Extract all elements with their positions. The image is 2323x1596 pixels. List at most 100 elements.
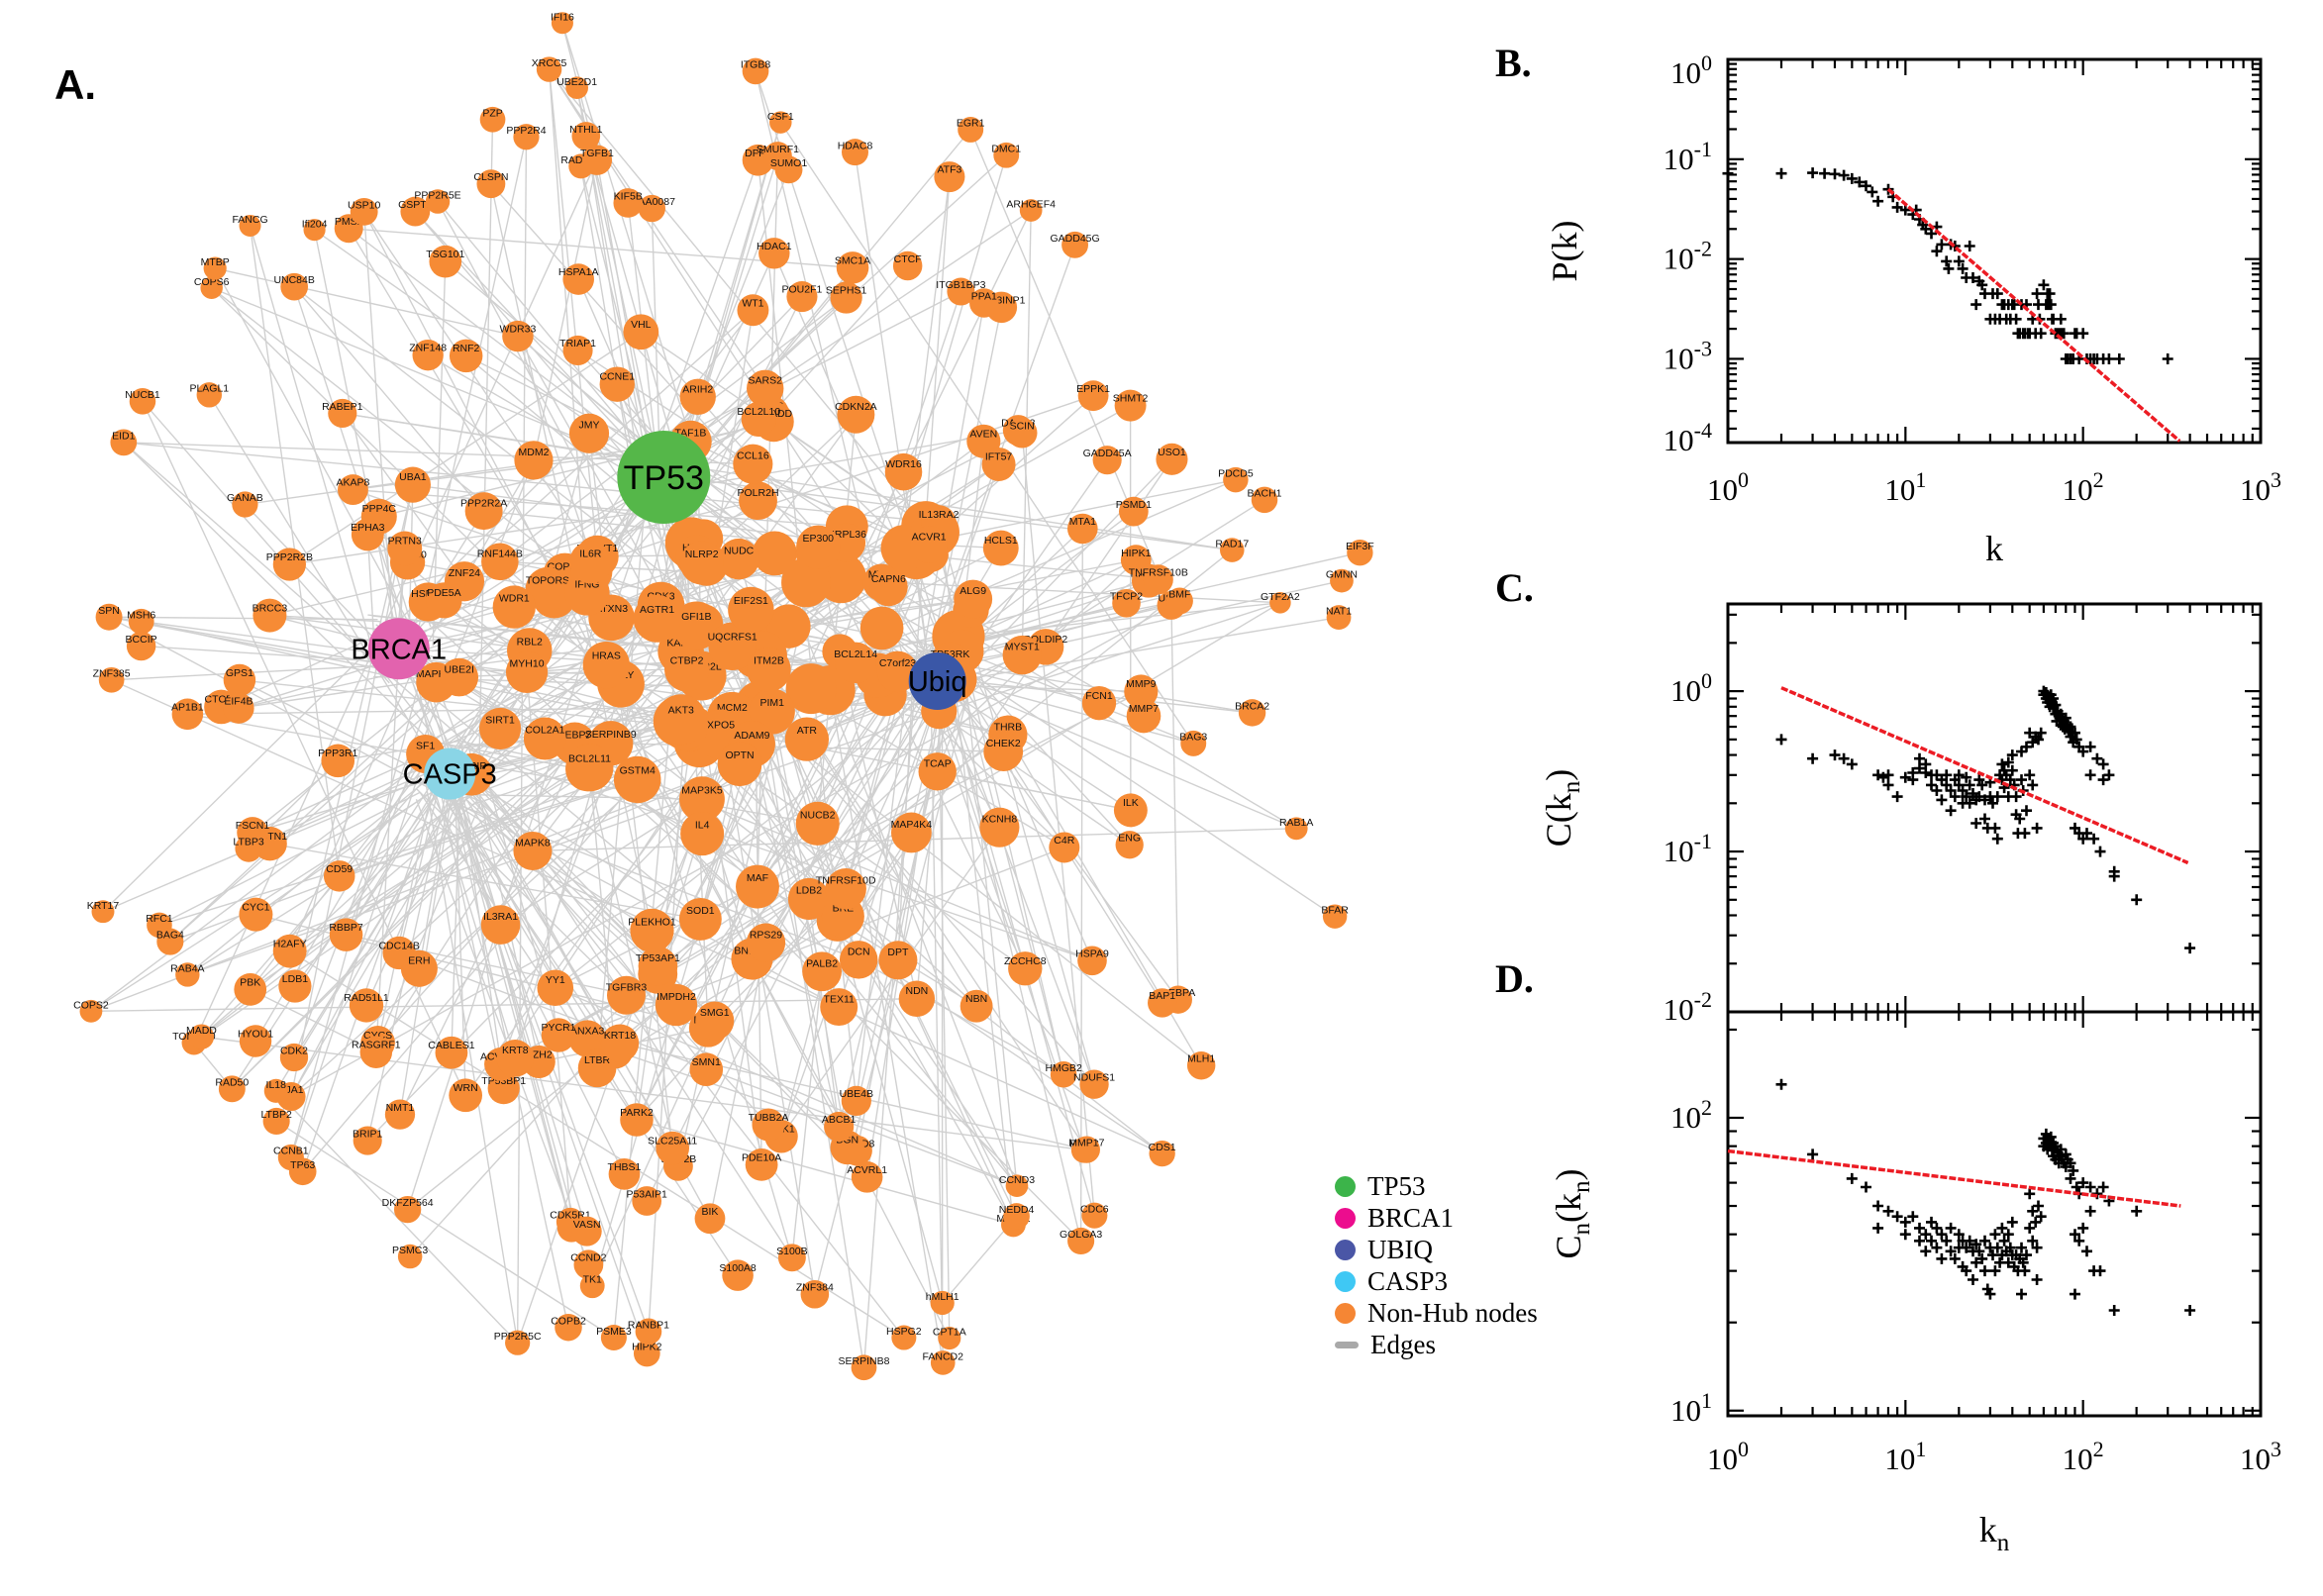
network-node-UBE4B[interactable]: UBE4B: [840, 1085, 873, 1117]
network-node-JMY[interactable]: JMY: [568, 413, 610, 453]
network-node-ILK[interactable]: ILK: [1113, 793, 1148, 828]
network-node-LTBP2[interactable]: LTBP2: [260, 1107, 292, 1136]
network-node-AGTR1[interactable]: AGTR1: [633, 594, 681, 643]
network-node-CDC6[interactable]: CDC6: [1080, 1202, 1109, 1229]
network-node-PPA1[interactable]: PPA1: [969, 288, 999, 318]
network-node-COPS2[interactable]: COPS2: [73, 999, 109, 1023]
network-node-NDN[interactable]: NDN: [898, 980, 936, 1017]
network-node-BCCIP[interactable]: BCCIP: [126, 631, 157, 661]
network-node-NDUFS1[interactable]: NDUFS1: [1073, 1069, 1115, 1099]
network-node-PYCR1[interactable]: PYCR1: [542, 1018, 576, 1052]
network-node-PPP2R4[interactable]: PPP2R4: [506, 124, 547, 150]
network-node-NBN[interactable]: NBN: [960, 989, 993, 1023]
network-node-CD59[interactable]: CD59: [323, 860, 355, 892]
network-node-HCLS1[interactable]: HCLS1: [982, 530, 1019, 566]
network-node-NUDC[interactable]: NUDC: [718, 538, 759, 580]
network-node-EIF2S1[interactable]: EIF2S1: [728, 586, 774, 634]
network-node-AP1B1[interactable]: AP1B1: [171, 698, 204, 731]
network-node-MAP3K5[interactable]: MAP3K5: [679, 776, 725, 823]
network-node-PSMD1[interactable]: PSMD1: [1116, 496, 1152, 527]
network-node-CHEK2[interactable]: CHEK2: [983, 732, 1024, 772]
network-node-SLC25A11[interactable]: SLC25A11: [648, 1131, 697, 1165]
network-node-KRT18[interactable]: KRT18: [600, 1024, 640, 1062]
network-node-POLR2H[interactable]: POLR2H: [738, 481, 779, 521]
network-node-NEDD4[interactable]: NEDD4: [999, 1203, 1035, 1230]
network-node-BCL2L10[interactable]: BCL2L10: [737, 401, 780, 438]
network-node-CABLES1[interactable]: CABLES1: [428, 1036, 475, 1069]
network-node-KRT8[interactable]: KRT8: [496, 1040, 535, 1077]
network-node-IFT57[interactable]: IFT57: [981, 447, 1016, 481]
network-node-SPN[interactable]: SPN: [95, 603, 123, 631]
network-node-NTHL1[interactable]: NTHL1: [569, 122, 603, 150]
network-node-SMC1A[interactable]: SMC1A: [835, 251, 870, 284]
network-node-NLRP2[interactable]: NLRP2: [679, 541, 724, 585]
network-node-BFAR[interactable]: BFAR: [1321, 904, 1349, 929]
network-node-ENG[interactable]: ENG: [1115, 831, 1144, 859]
hub-node-ubiq[interactable]: Ubiq: [908, 651, 967, 710]
network-node-MAF[interactable]: MAF: [736, 864, 779, 909]
network-node-UBE2I[interactable]: UBE2I: [440, 657, 479, 697]
network-node-PARK2[interactable]: PARK2: [620, 1103, 654, 1137]
network-node-SOD1[interactable]: SOD1: [678, 897, 722, 941]
network-node-ALG9[interactable]: ALG9: [954, 579, 993, 619]
network-node-HDAC8[interactable]: HDAC8: [838, 139, 873, 166]
network-node-RANBP1[interactable]: RANBP1: [628, 1318, 669, 1346]
network-node-PPP2R2A[interactable]: PPP2R2A: [460, 492, 507, 531]
network-node-CDKN2A[interactable]: CDKN2A: [835, 395, 877, 434]
network-node-WRN[interactable]: WRN: [449, 1078, 483, 1113]
network-node-ZNF384[interactable]: ZNF384: [796, 1279, 834, 1309]
network-node-LDB1[interactable]: LDB1: [278, 969, 312, 1003]
network-node-WDR33[interactable]: WDR33: [500, 320, 537, 352]
network-node-RAD17[interactable]: RAD17: [1215, 538, 1249, 562]
network-node-ATR[interactable]: ATR: [784, 717, 830, 761]
network-node-MSH6[interactable]: MSH6: [127, 608, 155, 635]
network-node-BAP1[interactable]: BAP1: [1148, 988, 1177, 1018]
network-node-TSG101[interactable]: TSG101: [426, 245, 465, 278]
network-node-IL3RA1[interactable]: IL3RA1: [480, 905, 521, 945]
network-node-BMF[interactable]: BMF: [1165, 587, 1193, 615]
network-node-ITGB1BP3[interactable]: ITGB1BP3: [936, 277, 986, 306]
network-node-NMT1[interactable]: NMT1: [384, 1099, 416, 1130]
network-node-PRTN3[interactable]: PRTN3: [387, 531, 423, 566]
network-node-CCND3[interactable]: CCND3: [999, 1174, 1035, 1198]
network-node-YY1[interactable]: YY1: [537, 969, 574, 1007]
network-node-FANCD2[interactable]: FANCD2: [923, 1350, 964, 1375]
network-node-SCIN[interactable]: SCIN: [1006, 417, 1038, 449]
network-node-PALB2[interactable]: PALB2: [802, 951, 843, 992]
network-node-PZP[interactable]: PZP: [479, 106, 506, 133]
network-node-VHL[interactable]: VHL: [623, 314, 659, 350]
network-node-CCNE1[interactable]: CCNE1: [599, 366, 635, 402]
network-node-MDM2[interactable]: MDM2: [514, 441, 554, 480]
network-node-EP300[interactable]: EP300: [796, 525, 841, 569]
network-node-BCL2L11[interactable]: BCL2L11: [565, 744, 614, 792]
network-node-RASGRF1[interactable]: RASGRF1: [352, 1036, 401, 1068]
network-node-VASN[interactable]: VASN: [571, 1216, 602, 1247]
network-node-TFCP2[interactable]: TFCP2: [1110, 588, 1143, 618]
network-node-TCAP[interactable]: TCAP: [918, 752, 957, 791]
network-node-PLAGL1[interactable]: PLAGL1: [189, 382, 229, 408]
network-node-MAP4K4[interactable]: MAP4K4: [891, 812, 933, 853]
network-node-CPT1A[interactable]: CPT1A: [933, 1327, 966, 1350]
network-node-MYST1[interactable]: MYST1: [1002, 635, 1043, 675]
network-node-GOLGA3[interactable]: GOLGA3: [1060, 1227, 1102, 1255]
network-node-SARS2[interactable]: SARS2: [747, 369, 784, 408]
network-node-ITGB8[interactable]: ITGB8: [741, 57, 771, 85]
network-node-IL6R[interactable]: IL6R: [568, 541, 612, 584]
network-node-SEPHS1[interactable]: SEPHS1: [826, 281, 867, 314]
network-node-GMNN[interactable]: GMNN: [1326, 569, 1358, 593]
network-node-MYH10[interactable]: MYH10: [505, 650, 549, 694]
network-node-S100A8[interactable]: S100A8: [719, 1259, 757, 1291]
network-node-PDE10A[interactable]: PDE10A: [742, 1147, 781, 1181]
network-node-RNF144B[interactable]: RNF144B: [477, 543, 523, 581]
network-node-USP10[interactable]: USP10: [348, 197, 380, 226]
network-node-BCL2L14[interactable]: BCL2L14: [834, 642, 877, 684]
network-node-CLSPN[interactable]: CLSPN: [473, 169, 508, 199]
network-node-HSPA9[interactable]: HSPA9: [1075, 946, 1109, 976]
network-node-LDB2[interactable]: LDB2: [787, 877, 831, 921]
hub-node-tp53[interactable]: TP53: [617, 431, 711, 525]
network-node-TK1[interactable]: TK1: [579, 1273, 605, 1299]
network-node-CDS1[interactable]: CDS1: [1149, 1140, 1176, 1167]
network-node-S100B[interactable]: S100B: [776, 1244, 808, 1272]
network-node-MAPK8[interactable]: MAPK8: [513, 831, 553, 870]
network-node-UNC84B[interactable]: UNC84B: [273, 272, 315, 301]
